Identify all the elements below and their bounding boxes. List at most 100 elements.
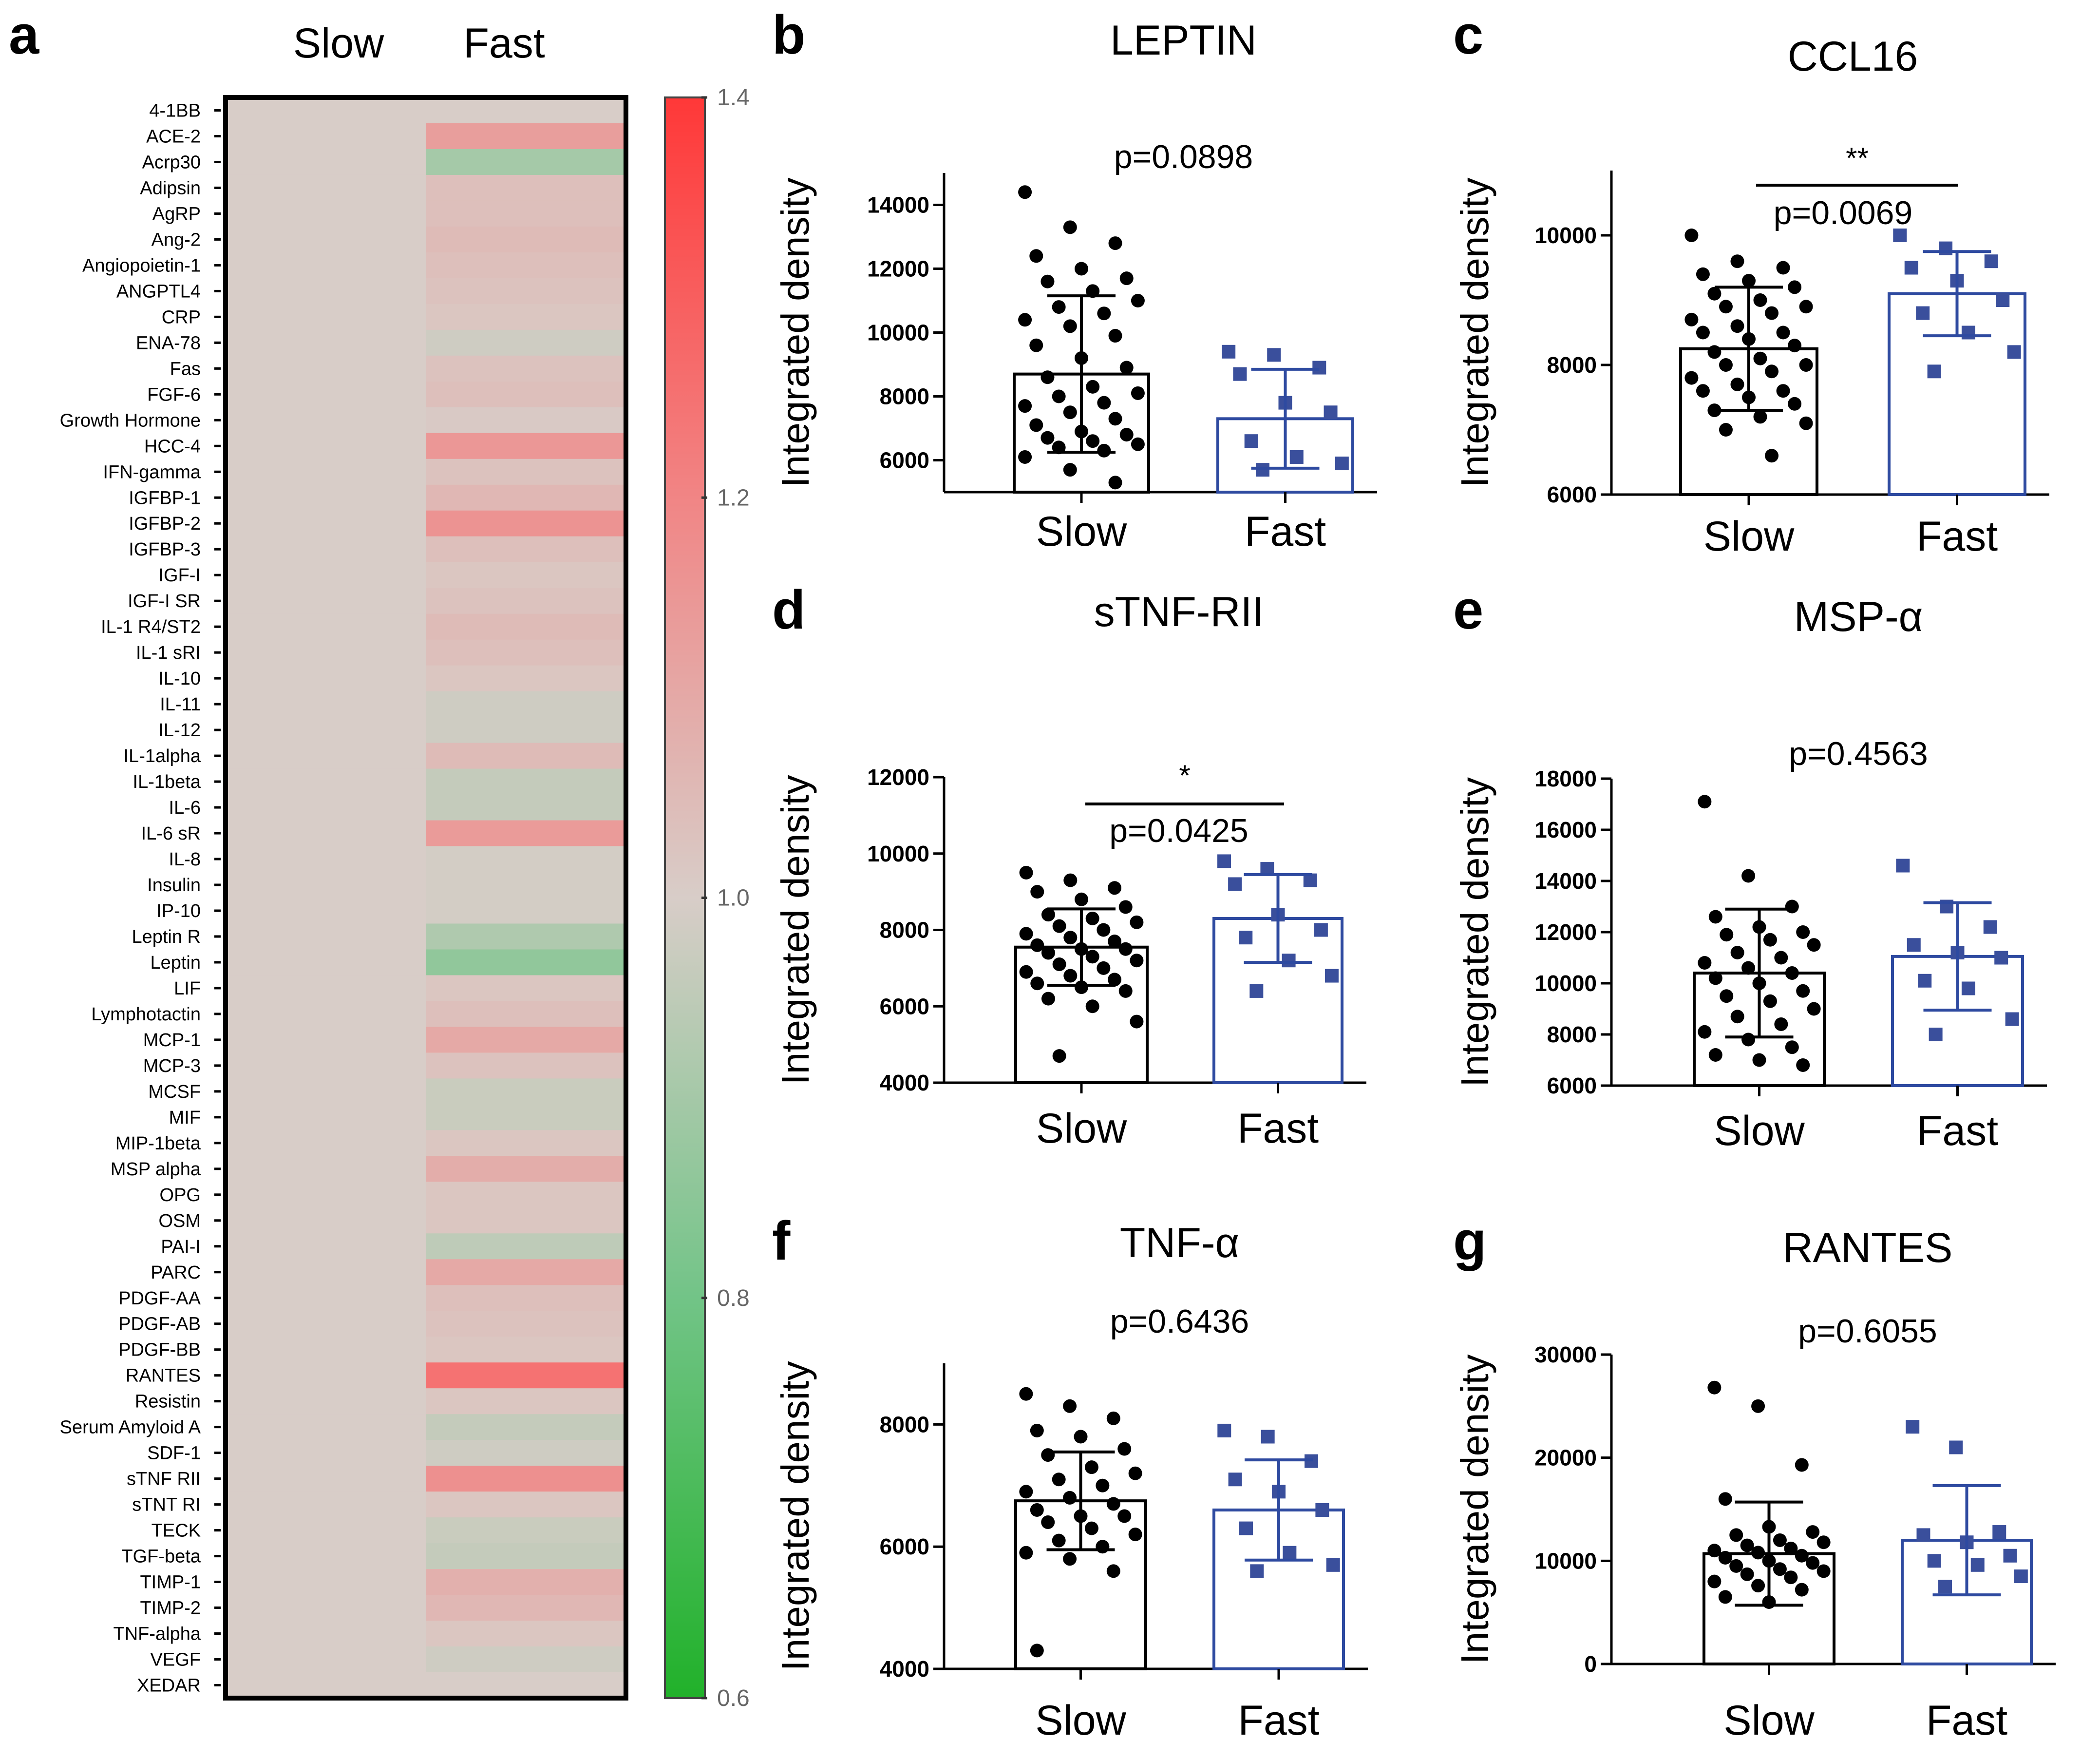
- data-point-slow: [1765, 449, 1779, 463]
- data-point-slow: [1718, 1550, 1732, 1565]
- data-point-slow: [1785, 1040, 1799, 1054]
- data-point-slow: [1730, 377, 1744, 391]
- data-point-fast: [1906, 1420, 1920, 1434]
- data-point-slow: [1742, 274, 1756, 288]
- data-point-slow: [1799, 300, 1813, 314]
- heatmap-cell-fast: [426, 1001, 626, 1027]
- heatmap-row-label: TIMP-2: [140, 1598, 201, 1619]
- heatmap-row-label: MSP alpha: [111, 1159, 201, 1180]
- x-tick-label-fast: Fast: [1917, 1108, 1998, 1154]
- heatmap-cell-fast: [426, 691, 626, 718]
- data-point-fast: [1916, 306, 1930, 320]
- x-tick-label-fast: Fast: [1916, 513, 1998, 560]
- y-tick-label: 14000: [1534, 868, 1597, 894]
- data-point-slow: [1030, 976, 1044, 991]
- x-tick-label-slow: Slow: [1703, 513, 1795, 560]
- heatmap-row-label: ANGPTL4: [116, 281, 201, 302]
- y-tick-label: 0: [1584, 1651, 1597, 1677]
- data-point-slow: [1765, 364, 1779, 379]
- heatmap-cell-slow: [226, 252, 426, 279]
- heatmap-cell-slow: [226, 1672, 426, 1699]
- data-point-slow: [1796, 1058, 1810, 1072]
- heatmap-cell-fast: [426, 1207, 626, 1234]
- heatmap-row-label: IL-11: [160, 694, 201, 715]
- data-point-slow: [1128, 1466, 1142, 1480]
- y-tick-label: 30000: [1534, 1342, 1597, 1367]
- data-point-slow: [1019, 965, 1033, 979]
- data-point-slow: [1096, 1478, 1110, 1492]
- data-point-slow: [1752, 1053, 1766, 1067]
- data-point-slow: [1741, 961, 1756, 975]
- data-point-slow: [1018, 399, 1032, 413]
- colorbar-tick-label: 0.8: [717, 1285, 750, 1311]
- heatmap-row-label: PARC: [151, 1262, 201, 1283]
- heatmap-cell-fast: [426, 1672, 626, 1699]
- data-point-slow: [1030, 1423, 1044, 1437]
- heatmap-cell-fast: [426, 1414, 626, 1440]
- data-point-fast: [1282, 954, 1296, 968]
- heatmap-cell-fast: [426, 1078, 626, 1105]
- data-point-slow: [1119, 271, 1134, 286]
- heatmap-cell-slow: [226, 1388, 426, 1415]
- heatmap-cell-slow: [226, 1233, 426, 1260]
- heatmap-row-label: MIP-1beta: [115, 1133, 201, 1154]
- data-point-slow: [1106, 1564, 1120, 1578]
- p-value-label: p=0.4563: [1789, 735, 1928, 772]
- data-point-slow: [1765, 306, 1779, 320]
- data-point-slow: [1052, 1472, 1066, 1487]
- data-point-slow: [1018, 185, 1032, 199]
- data-point-slow: [1741, 1033, 1756, 1047]
- data-point-slow: [1788, 280, 1802, 294]
- y-axis-label: Integrated density: [774, 775, 817, 1085]
- heatmap-cell-slow: [226, 536, 426, 563]
- data-point-slow: [1086, 434, 1100, 448]
- bar-panel-b: LEPTIN Integrated density 6000 8000 10000 120…: [774, 17, 1377, 555]
- heatmap-cells: [226, 97, 626, 1699]
- data-point-slow: [1131, 386, 1145, 400]
- data-point-fast: [2005, 1012, 2019, 1026]
- y-tick-label: 12000: [867, 256, 929, 282]
- data-point-fast: [1255, 463, 1269, 477]
- data-point-slow: [1696, 384, 1710, 398]
- y-tick-label: 8000: [1547, 352, 1597, 378]
- data-point-slow: [1751, 1579, 1765, 1593]
- data-point-fast: [1929, 1028, 1943, 1041]
- y-tick-label: 12000: [1534, 919, 1597, 945]
- data-point-slow: [1063, 931, 1078, 945]
- bar-panel-f: TNF-α Integrated density 4000 6000 8000 Slow F…: [774, 1220, 1368, 1740]
- data-point-fast: [1217, 1423, 1231, 1437]
- heatmap-cell-slow: [226, 975, 426, 1001]
- heatmap-cell-slow: [226, 898, 426, 924]
- data-point-slow: [1085, 950, 1099, 964]
- y-tick-label: 8000: [880, 918, 929, 943]
- heatmap-cell-fast: [426, 1337, 626, 1363]
- data-point-slow: [1019, 865, 1033, 880]
- data-point-slow: [1730, 254, 1744, 268]
- heatmap-row-label: IL-6 sR: [141, 823, 201, 844]
- p-value-label: p=0.6055: [1798, 1313, 1937, 1350]
- data-point-slow: [1795, 1549, 1809, 1563]
- heatmap-cell-slow: [226, 665, 426, 692]
- data-point-slow: [1019, 1546, 1033, 1560]
- data-point-fast: [1283, 1546, 1297, 1560]
- heatmap-cell-fast: [426, 1259, 626, 1285]
- data-point-slow: [1108, 935, 1122, 949]
- heatmap-row-label: Serum Amyloid A: [60, 1417, 201, 1438]
- heatmap-cell-fast: [426, 1130, 626, 1156]
- heatmap-cell-fast: [426, 355, 626, 382]
- data-point-fast: [1222, 344, 1236, 359]
- heatmap-cell-slow: [226, 1595, 426, 1621]
- y-tick-label: 10000: [867, 841, 929, 866]
- heatmap-cell-fast: [426, 743, 626, 769]
- heatmap-cell-fast: [426, 329, 626, 356]
- y-axis-label: Integrated density: [1453, 178, 1496, 488]
- data-point-slow: [1718, 1492, 1732, 1506]
- heatmap-cell-slow: [226, 1311, 426, 1337]
- heatmap-row-label: sTNF RII: [127, 1469, 201, 1490]
- heatmap-cell-fast: [426, 820, 626, 847]
- data-point-slow: [1130, 915, 1144, 929]
- heatmap-row-label: RANTES: [126, 1366, 201, 1386]
- data-point-slow: [1097, 306, 1111, 321]
- data-point-slow: [1030, 885, 1044, 899]
- data-point-slow: [1730, 946, 1744, 959]
